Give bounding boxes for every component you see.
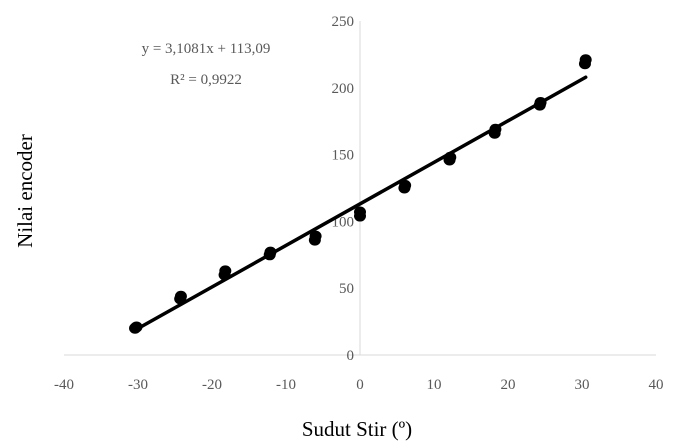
- x-tick-label: -30: [128, 377, 148, 393]
- data-point: [534, 96, 547, 108]
- trendline-group: [133, 75, 588, 332]
- data-point: [130, 321, 143, 333]
- y-tick-label: 0: [347, 348, 355, 364]
- y-tick-label: 250: [332, 14, 355, 30]
- x-tick-label: 20: [501, 377, 516, 393]
- x-axis-title: Sudut Stir (º): [302, 417, 412, 441]
- data-point: [579, 54, 592, 66]
- data-point: [174, 290, 187, 302]
- r-squared-label: R² = 0,9922: [170, 72, 242, 88]
- x-tick-label: 0: [356, 377, 364, 393]
- data-point: [219, 265, 232, 277]
- x-tick-label: -10: [276, 377, 296, 393]
- trendline-equation: y = 3,1081x + 113,09: [142, 41, 271, 57]
- axes: [64, 21, 656, 356]
- x-tick-label: 30: [575, 377, 590, 393]
- data-points: [129, 54, 592, 334]
- y-tick-label: 50: [339, 281, 354, 297]
- y-tick-label: 150: [332, 148, 355, 164]
- data-point: [309, 230, 322, 242]
- data-point: [444, 151, 457, 163]
- data-point: [489, 123, 502, 135]
- data-point: [354, 206, 366, 218]
- x-tick-labels: -40 -30 -20 -10 0 10 20 30 40: [54, 377, 664, 393]
- data-point: [399, 179, 412, 191]
- x-tick-label: 40: [649, 377, 664, 393]
- x-tick-label: 10: [427, 377, 442, 393]
- x-tick-label: -20: [202, 377, 222, 393]
- data-point: [264, 246, 277, 258]
- y-tick-label: 200: [332, 81, 355, 97]
- x-tick-label: -40: [54, 377, 74, 393]
- y-axis-title: Nilai encoder: [13, 134, 37, 248]
- trendline: [133, 75, 588, 332]
